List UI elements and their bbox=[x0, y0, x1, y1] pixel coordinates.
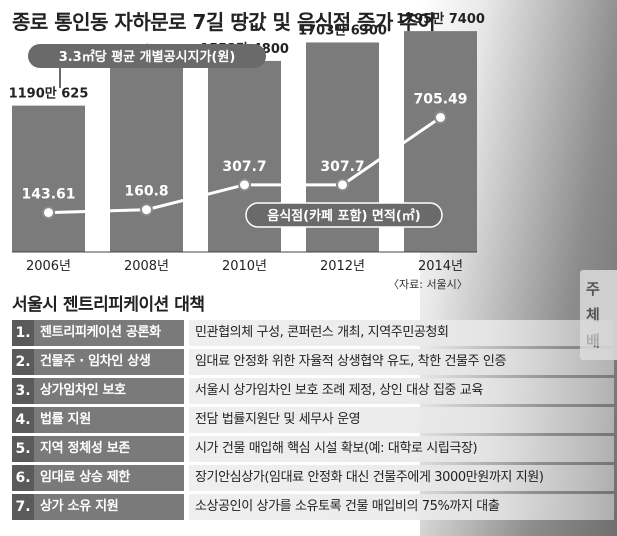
policy-description: 전담 법률지원단 및 세무사 운영 bbox=[189, 407, 614, 433]
policy-description: 임대료 안정화 위한 자율적 상생협약 유도, 착한 건물주 인증 bbox=[189, 349, 614, 375]
policy-label-box: 3. 상가임차인 보호 bbox=[12, 378, 184, 404]
policy-row: 6. 임대료 상승 제한 장기안심상가(임대료 안정화 대신 건물주에게 3000만… bbox=[12, 464, 614, 493]
bar-value-label: 1795만 7400 bbox=[396, 11, 485, 27]
legend-bar-box bbox=[28, 44, 266, 68]
policy-name: 상가 소유 지원 bbox=[40, 499, 119, 514]
policy-number: 3. bbox=[12, 378, 34, 404]
policy-name: 건물주 · 임차인 상생 bbox=[40, 354, 151, 369]
policy-label-box: 7. 상가 소유 지원 bbox=[12, 494, 184, 520]
line-point bbox=[434, 110, 447, 124]
legend-line-label: 음식점(카페 포함) 면적(㎡) bbox=[267, 208, 420, 224]
line-value-label: 160.8 bbox=[124, 184, 168, 200]
policy-description: 소상공인이 상가를 소유토록 건물 매입비의 75%까지 대출 bbox=[189, 494, 614, 520]
section-title: 서울시 젠트리피케이션 대책 bbox=[12, 295, 205, 315]
policy-row: 7. 상가 소유 지원 소상공인이 상가를 소유토록 건물 매입비의 75%까지 대… bbox=[12, 493, 614, 522]
policy-description: 장기안심상가(임대료 안정화 대신 건물주에게 3000만원까지 지원) bbox=[189, 465, 614, 491]
sign-char: 체 bbox=[586, 306, 600, 324]
policy-name: 상가임차인 보호 bbox=[40, 383, 126, 398]
policy-row: 5. 지역 정체성 보존 시가 건물 매입해 핵심 시설 확보(예: 대학로 시립극… bbox=[12, 435, 614, 464]
bar-value-label: 1190만 625 bbox=[9, 86, 89, 102]
policy-name: 임대료 상승 제한 bbox=[40, 470, 131, 485]
line-value-label: 705.49 bbox=[413, 91, 467, 107]
line-value-label: 307.7 bbox=[222, 159, 266, 175]
line-point bbox=[336, 178, 349, 192]
x-tick-label: 2008년 bbox=[124, 259, 169, 274]
policy-row: 2. 건물주 · 임차인 상생 임대료 안정화 위한 자율적 상생협약 유도, 착한… bbox=[12, 348, 614, 377]
line-value-label: 307.7 bbox=[320, 159, 364, 175]
sign-char: 주 bbox=[586, 280, 600, 298]
x-tick-label: 2012년 bbox=[320, 259, 365, 274]
x-tick-label: 2014년 bbox=[418, 259, 463, 274]
policy-number: 7. bbox=[12, 494, 34, 520]
legend-bar-label: 3.3㎡당 평균 개별공시지가(원) bbox=[59, 49, 236, 65]
policy-row: 3. 상가임차인 보호 서울시 상가임차인 보호 조례 제정, 상인 대상 집중 교… bbox=[12, 377, 614, 406]
policy-description: 서울시 상가임차인 보호 조례 제정, 상인 대상 집중 교육 bbox=[189, 378, 614, 404]
policy-row: 1. 젠트리피케이션 공론화 민관협의체 구성, 콘퍼런스 개최, 지역주민공청회 bbox=[12, 319, 614, 348]
policy-label-box: 6. 임대료 상승 제한 bbox=[12, 465, 184, 491]
x-tick-label: 2010년 bbox=[222, 259, 267, 274]
x-tick-label: 2006년 bbox=[26, 259, 71, 274]
policy-list: 1. 젠트리피케이션 공론화 민관협의체 구성, 콘퍼런스 개최, 지역주민공청회 2… bbox=[12, 319, 614, 522]
line-point bbox=[42, 206, 55, 220]
bar-value-label: 1703만 6300 bbox=[298, 22, 387, 38]
policy-name: 지역 정체성 보존 bbox=[40, 441, 131, 456]
policy-number: 1. bbox=[12, 320, 34, 346]
policy-number: 6. bbox=[12, 465, 34, 491]
policy-description: 시가 건물 매입해 핵심 시설 확보(예: 대학로 시립극장) bbox=[189, 436, 614, 462]
source-note: 〈자료: 서울시〉 bbox=[388, 278, 468, 291]
policy-number: 4. bbox=[12, 407, 34, 433]
policy-number: 5. bbox=[12, 436, 34, 462]
bar bbox=[110, 62, 183, 252]
legend-line-box bbox=[245, 202, 443, 228]
line-point bbox=[140, 203, 153, 217]
policy-row: 4. 법률 지원 전담 법률지원단 및 세무사 운영 bbox=[12, 406, 614, 435]
policy-label-box: 2. 건물주 · 임차인 상생 bbox=[12, 349, 184, 375]
line-value-label: 143.61 bbox=[21, 187, 75, 203]
policy-number: 2. bbox=[12, 349, 34, 375]
chart: 1190만 6252006년1536만 98002008년1553만 48002… bbox=[9, 11, 485, 274]
policy-name: 젠트리피케이션 공론화 bbox=[40, 325, 161, 340]
bar bbox=[12, 105, 85, 252]
policy-label-box: 4. 법률 지원 bbox=[12, 407, 184, 433]
line-point bbox=[238, 178, 251, 192]
chart-title: 종로 통인동 자하문로 7길 땅값 및 음식점 증가 추이 bbox=[12, 10, 436, 34]
policy-label-box: 1. 젠트리피케이션 공론화 bbox=[12, 320, 184, 346]
policy-description: 민관협의체 구성, 콘퍼런스 개최, 지역주민공청회 bbox=[189, 320, 614, 346]
policy-name: 법률 지원 bbox=[40, 412, 91, 427]
policy-label-box: 5. 지역 정체성 보존 bbox=[12, 436, 184, 462]
